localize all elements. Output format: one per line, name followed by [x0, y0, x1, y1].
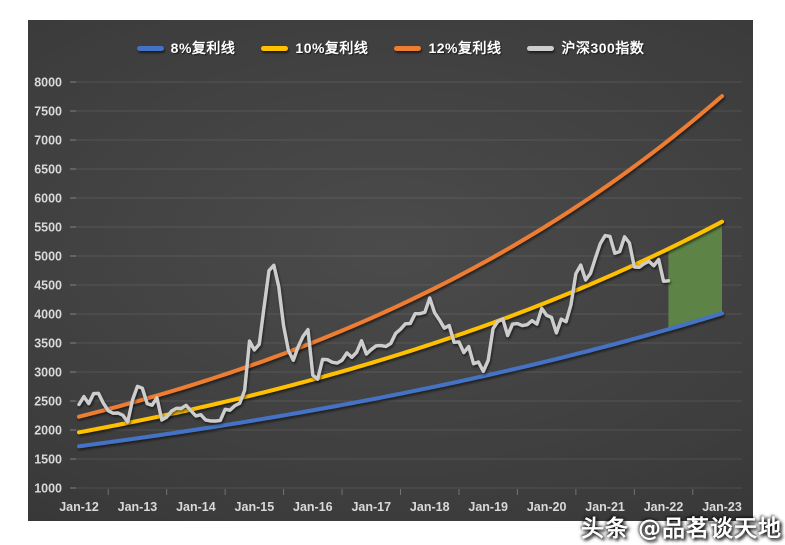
- legend-label: 12%复利线: [428, 40, 502, 56]
- horizontal-gridlines: [70, 81, 742, 489]
- series-line-3: [77, 233, 671, 424]
- x-tick-label: Jan-13: [118, 500, 158, 514]
- x-tick-label: Jan-15: [235, 500, 275, 514]
- x-tick-label: Jan-12: [59, 500, 99, 514]
- y-tick-label: 1000: [34, 482, 62, 496]
- y-tick-label: 4500: [34, 279, 62, 293]
- legend-label: 10%复利线: [295, 40, 369, 56]
- y-tick-label: 3000: [34, 366, 62, 380]
- x-tick-label: Jan-22: [644, 500, 684, 514]
- series-line-0: [77, 311, 724, 449]
- legend-item-3: 沪深300指数: [527, 38, 644, 58]
- legend-item-0: 8%复利线: [136, 38, 236, 58]
- x-axis-tick-labels: Jan-12 Jan-13 Jan-14 Jan-15 Jan-16 Jan-17 Jan-…: [59, 489, 742, 514]
- x-tick-label: Jan-18: [410, 500, 450, 514]
- projected-gap-region: [668, 221, 722, 330]
- x-tick-label: Jan-17: [351, 500, 391, 514]
- highlight-region-green: [668, 221, 722, 330]
- y-tick-label: 5000: [34, 250, 62, 264]
- data-series-lines: [77, 94, 724, 449]
- x-tick-label: Jan-23: [702, 500, 742, 514]
- legend-line-swatch: [394, 45, 422, 51]
- y-tick-label: 3500: [34, 337, 62, 351]
- y-tick-label: 7500: [34, 105, 62, 119]
- series-line-2: [77, 94, 724, 419]
- x-tick-label: Jan-19: [468, 500, 508, 514]
- legend-line-swatch: [527, 45, 555, 51]
- legend-item-2: 12%复利线: [394, 38, 501, 58]
- y-tick-label: 4000: [34, 308, 62, 322]
- legend-label: 8%复利线: [170, 40, 236, 56]
- legend-line-swatch: [261, 45, 289, 51]
- watermark: 头条 @品茗谈天地: [580, 516, 782, 542]
- y-tick-label: 5500: [34, 221, 62, 235]
- y-tick-label: 1500: [34, 453, 62, 467]
- y-tick-label: 6500: [34, 163, 62, 177]
- x-tick-label: Jan-16: [293, 500, 333, 514]
- legend-item-1: 10%复利线: [261, 38, 368, 58]
- y-tick-label: 8000: [34, 76, 62, 90]
- series-line-1: [77, 219, 724, 435]
- y-tick-label: 2000: [34, 424, 62, 438]
- x-tick-label: Jan-20: [527, 500, 567, 514]
- legend-line-swatch: [136, 45, 164, 51]
- legend-label: 沪深300指数: [561, 40, 645, 56]
- y-axis-tick-labels: 1000 1500 2000 2500 3000 3500 4000 4500 5000 5500…: [34, 76, 62, 496]
- x-tick-label: Jan-14: [176, 500, 216, 514]
- y-tick-label: 7000: [34, 134, 62, 148]
- x-tick-label: Jan-21: [585, 500, 625, 514]
- y-tick-label: 6000: [34, 192, 62, 206]
- chart-legend: 8%复利线 10%复利线 12%复利线 沪深300指数: [28, 36, 753, 60]
- y-tick-label: 2500: [34, 395, 62, 409]
